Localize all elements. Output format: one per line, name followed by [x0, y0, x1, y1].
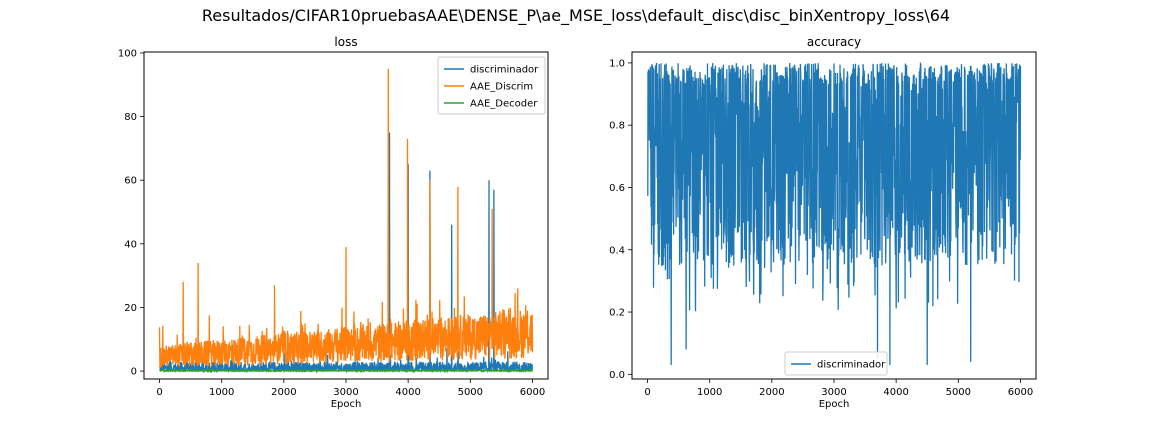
accuracy-plot-xtick-label: 3000	[821, 387, 846, 398]
accuracy-plot-xtick-label: 1000	[697, 387, 722, 398]
loss-plot-series-aae-discrim	[158, 68, 534, 369]
loss-plot-legend-box	[437, 56, 546, 115]
loss-plot-xtick-label: 2000	[271, 387, 296, 398]
accuracy-plot-ytick-label: 0.8	[609, 121, 625, 132]
loss-plot-xticks: 0 1000 2000 3000 4000 5000 6000	[156, 379, 545, 398]
accuracy-plot: accuracy 0 1000 2000 3000 4000 5000 6000 0.00.…	[609, 35, 1037, 410]
accuracy-plot-legend-box	[784, 351, 888, 376]
loss-plot: loss 0 1000 2000 3000 4000 5000 6000 0 20 40 60 80…	[118, 35, 549, 410]
accuracy-plot-xtick-label: 4000	[883, 387, 908, 398]
accuracy-plot-ytick-label: 0.2	[609, 308, 625, 319]
loss-plot-xlabel: Epoch	[331, 399, 362, 410]
accuracy-plot-yticks: 0.0 0.2 0.4 0.6 0.8 1.0	[609, 58, 632, 381]
accuracy-plot-xtick-label: 6000	[1008, 387, 1033, 398]
loss-plot-series-aae-decoder	[159, 367, 534, 374]
loss-plot-legend-label: AAE_Decoder	[470, 99, 538, 110]
loss-plot-xtick-label: 6000	[520, 387, 545, 398]
loss-plot-ytick-label: 0	[131, 367, 137, 378]
loss-plot-legend-label: AAE_Discrim	[470, 82, 533, 93]
loss-plot-ytick-label: 80	[124, 112, 137, 123]
accuracy-plot-ytick-label: 0.4	[609, 245, 625, 256]
accuracy-plot-xticks: 0 1000 2000 3000 4000 5000 6000	[644, 379, 1033, 398]
loss-plot-ytick-label: 20	[124, 303, 137, 314]
accuracy-plot-title: accuracy	[807, 35, 861, 49]
figure-suptitle: Resultados/CIFAR10pruebasAAE\DENSE_P\ae_…	[201, 6, 951, 25]
accuracy-plot-xlabel: Epoch	[819, 399, 850, 410]
loss-plot-xtick-label: 3000	[333, 387, 358, 398]
loss-plot-lines	[158, 68, 534, 374]
loss-plot-xtick-label: 1000	[209, 387, 234, 398]
loss-plot-ytick-label: 40	[124, 239, 137, 250]
accuracy-plot-series-discriminador	[646, 61, 1022, 366]
loss-plot-ytick-label: 60	[124, 176, 137, 187]
accuracy-plot-ytick-label: 0.6	[609, 183, 625, 194]
accuracy-plot-xtick-label: 0	[644, 387, 650, 398]
loss-plot-xtick-label: 4000	[395, 387, 420, 398]
accuracy-plot-ytick-label: 0.0	[609, 370, 625, 381]
loss-plot-yticks: 0 20 40 60 80 100	[118, 48, 144, 378]
accuracy-plot-legend: discriminador	[784, 351, 888, 376]
accuracy-plot-xtick-label: 5000	[946, 387, 971, 398]
accuracy-plot-xtick-label: 2000	[759, 387, 784, 398]
accuracy-plot-ytick-label: 1.0	[609, 58, 625, 69]
accuracy-plot-legend-label: discriminador	[817, 360, 886, 371]
loss-plot-title: loss	[334, 35, 357, 49]
loss-plot-xtick-label: 5000	[458, 387, 483, 398]
loss-plot-legend-label: discriminador	[470, 65, 539, 76]
loss-plot-xtick-label: 0	[156, 387, 162, 398]
accuracy-plot-lines	[646, 61, 1022, 366]
loss-plot-legend: discriminador AAE_Discrim AAE_Decoder	[437, 56, 546, 115]
loss-plot-ytick-label: 100	[118, 48, 137, 59]
